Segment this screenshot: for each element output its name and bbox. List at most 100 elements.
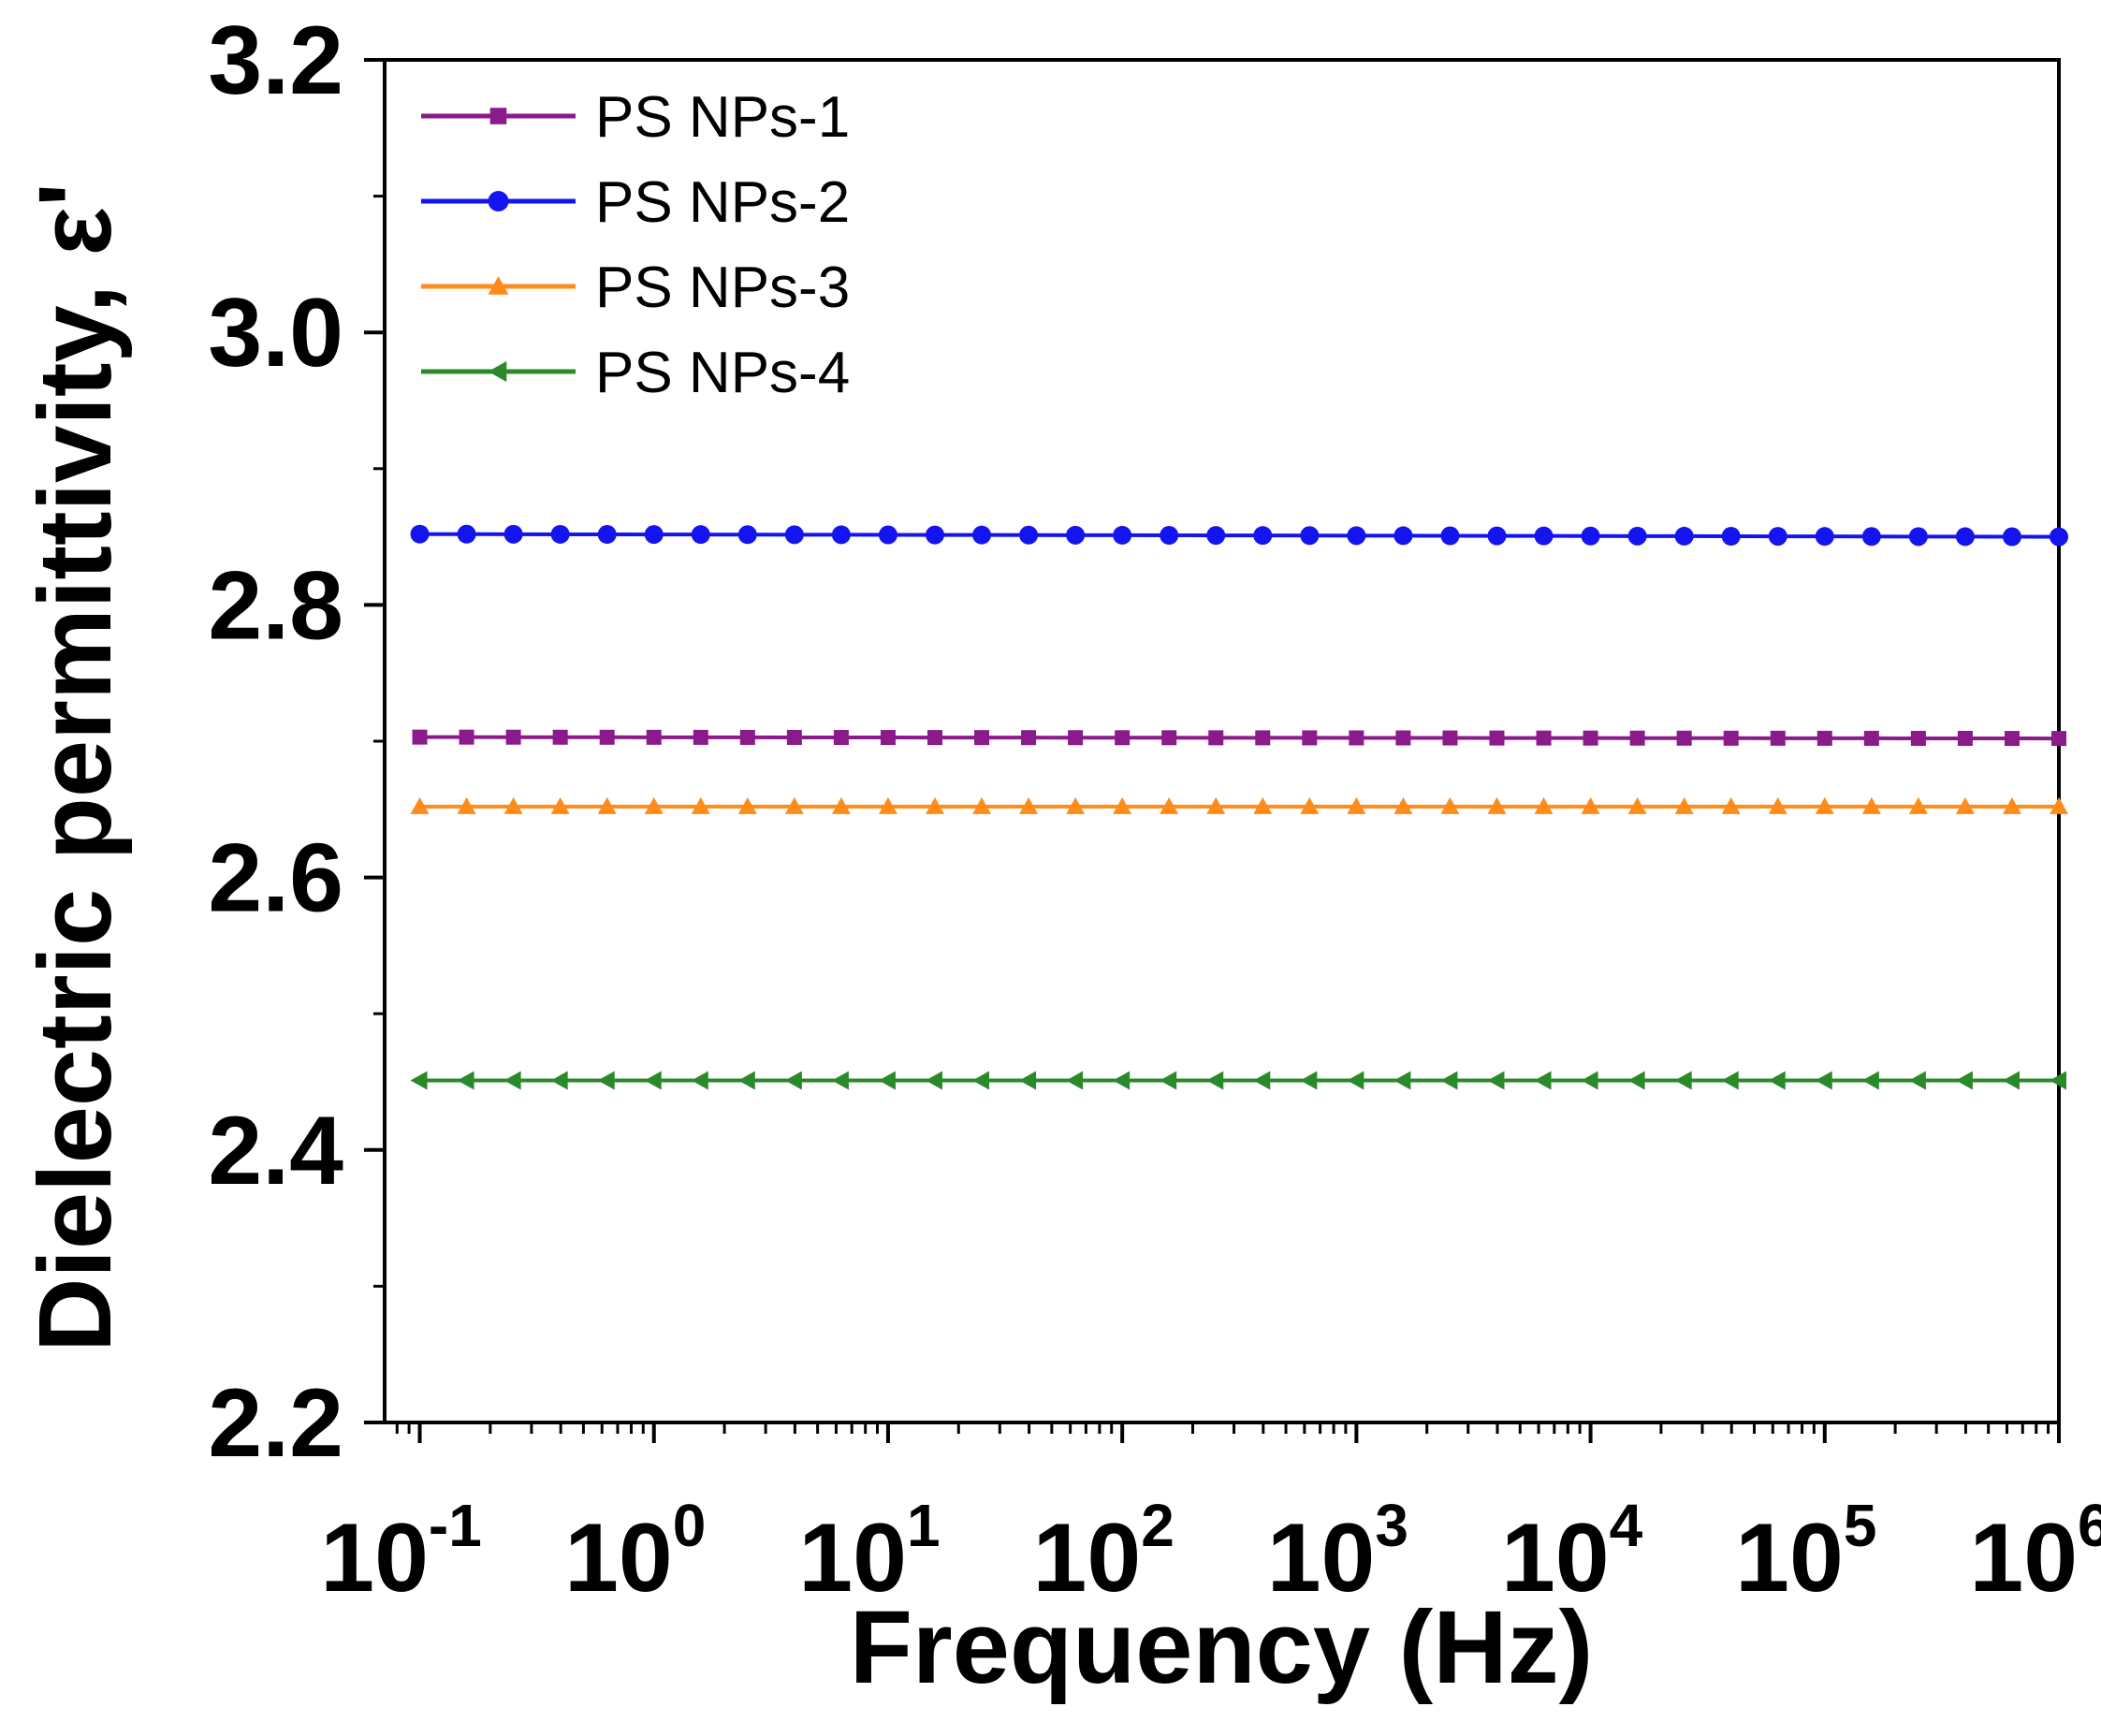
data-point [831,1071,849,1090]
data-point [1487,526,1507,546]
data-point [972,1071,990,1090]
x-tick-label: 100 [564,1492,706,1612]
data-point [1536,730,1552,746]
data-point [784,796,804,814]
data-point [1676,730,1692,746]
data-point [1440,796,1460,814]
data-point [550,524,570,544]
legend-label: PS NPs-2 [595,170,850,235]
data-point [1302,730,1318,746]
legend-label: PS NPs-4 [595,341,850,405]
x-tick-label: 101 [798,1492,940,1612]
data-point [503,524,523,544]
data-point [1723,730,1739,746]
series-line [419,532,2060,539]
x-tick-labels: 10-1 100 101 102 103 104 105 106 [320,1492,2101,1612]
data-point [1300,796,1320,814]
data-point [1861,1071,1879,1090]
y-tick-labels: 2.2 2.4 2.6 2.8 3.0 3.2 [208,7,343,1478]
x-tick-label: 104 [1501,1492,1643,1612]
y-tick-label: 2.8 [208,551,343,660]
data-point [925,796,944,814]
legend-label: PS NPs-1 [595,85,850,150]
legend-item: PS NPs-3 [421,255,850,320]
data-point [878,796,897,814]
data-point [1955,527,1975,547]
data-point [1208,730,1224,746]
data-point [693,729,708,745]
data-point [1581,1071,1598,1090]
data-point [880,730,896,746]
data-point [784,525,804,545]
data-point [1861,796,1881,814]
data-point [597,525,617,545]
data-point [1768,796,1787,814]
data-point [2002,796,2021,814]
data-point [1347,526,1366,546]
data-point [1347,1071,1364,1090]
x-tick-label: 103 [1267,1492,1408,1612]
data-point [1393,796,1413,814]
data-point [1721,527,1741,547]
data-point [488,191,509,212]
data-point [1957,731,1973,747]
data-point [1019,525,1039,545]
data-point [1349,730,1364,746]
data-point [410,1071,428,1090]
data-point [737,1071,755,1090]
data-point [974,730,990,746]
data-point [1066,1071,1084,1090]
data-point [1629,730,1645,746]
data-point [646,729,662,745]
data-point [1908,527,1928,547]
data-point [1910,730,1926,746]
data-point [831,525,851,545]
data-point [1066,525,1086,545]
x-tick-label: 106 [1969,1492,2101,1612]
axis-ticks [364,58,2061,1443]
data-point [1395,730,1411,746]
data-point [1487,1071,1505,1090]
data-point [972,796,992,814]
data-point [786,729,802,745]
data-point [1768,527,1787,547]
data-point [644,525,664,545]
data-point [1021,730,1037,746]
data-point [597,796,617,814]
data-point [2050,1071,2066,1090]
data-point [552,729,568,745]
series-ps-nps-2 [410,524,2068,547]
data-point [1160,796,1179,814]
data-point [739,729,755,745]
data-point [972,525,992,545]
data-point [1721,796,1741,814]
data-point [1113,525,1132,545]
legend-item: PS NPs-2 [421,170,850,235]
data-point [926,730,942,746]
data-point [1861,527,1881,547]
data-point [1768,1071,1786,1090]
data-point [1442,730,1458,746]
series-line [419,735,2060,741]
data-point [2050,527,2068,547]
data-point [691,525,710,545]
y-tick-label: 3.2 [208,7,343,115]
data-point [1674,1071,1692,1090]
data-point [1300,1071,1318,1090]
data-point [457,524,476,544]
legend: PS NPs-1 PS NPs-2 PS NPs-3 PS NPs-4 [421,85,850,405]
data-point [1674,526,1694,546]
data-point [1160,1071,1177,1090]
data-point [1583,730,1598,746]
data-point [1253,526,1273,546]
data-point [1815,1071,1832,1090]
data-point [489,108,507,124]
data-point [1770,730,1786,746]
data-point [1815,796,1834,814]
data-point [1068,730,1084,746]
data-point [1489,730,1505,746]
data-point [597,1071,615,1090]
y-tick-label: 2.6 [208,824,343,933]
x-tick-label: 102 [1033,1492,1175,1612]
